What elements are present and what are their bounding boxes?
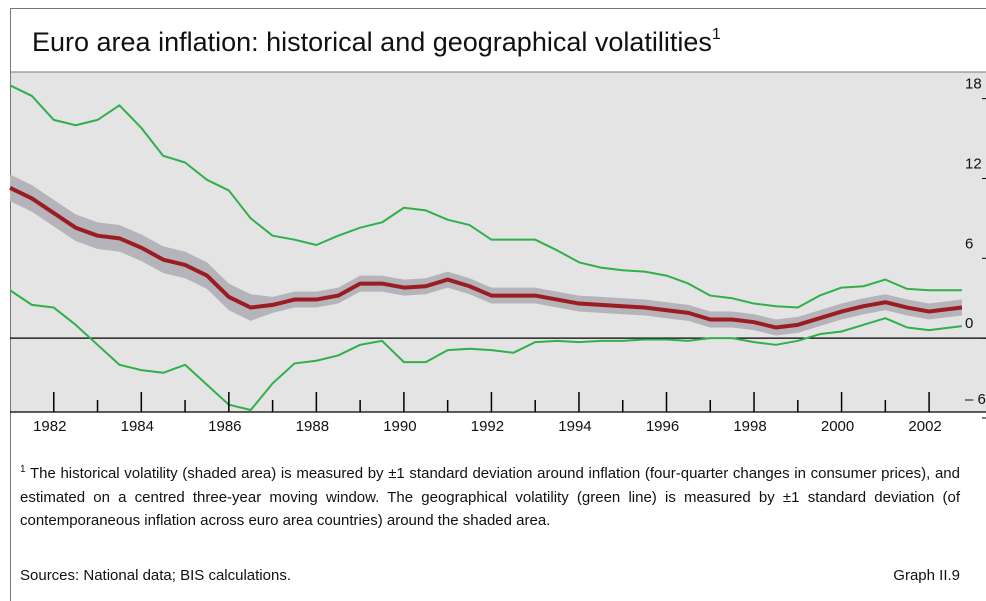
x-tick-label: 1994 xyxy=(558,418,591,435)
x-tick-label: 1984 xyxy=(121,418,154,435)
y-tick-label: 18 xyxy=(965,76,982,93)
y-tick-label: – 6 xyxy=(965,391,986,408)
series-line xyxy=(9,185,963,330)
x-tick-label: 1998 xyxy=(733,418,766,435)
volatility-band xyxy=(10,174,962,336)
x-tick-label: 1986 xyxy=(208,418,241,435)
y-tick-label: 6 xyxy=(965,235,973,252)
x-axis-band xyxy=(11,412,986,442)
x-tick-label: 1982 xyxy=(33,418,66,435)
footnote-marker: 1 xyxy=(20,464,26,475)
y-tick-label: 0 xyxy=(965,315,973,332)
footnote-text: The historical volatility (shaded area) … xyxy=(20,465,960,529)
series-line xyxy=(9,84,962,309)
sources: Sources: National data; BIS calculations… xyxy=(20,567,291,584)
title-text: Euro area inflation: historical and geog… xyxy=(32,27,712,57)
graph-id: Graph II.9 xyxy=(893,567,960,584)
plot: 1982 1984 1986 1988 1990 1992 1994 1996 1998 2000… xyxy=(9,76,986,442)
x-tick-label: 2000 xyxy=(821,418,854,435)
x-tick-label: 1990 xyxy=(383,418,416,435)
title-note: 1 xyxy=(712,26,721,43)
sources-row: Sources: National data; BIS calculations… xyxy=(20,564,960,588)
series-line xyxy=(9,289,963,412)
plot-area xyxy=(11,72,986,412)
y-tick-label: 12 xyxy=(965,155,982,172)
x-tick-label: 1992 xyxy=(471,418,504,435)
x-tick-label: 2002 xyxy=(908,418,941,435)
x-tick-label: 1988 xyxy=(296,418,329,435)
chart-title: Euro area inflation: historical and geog… xyxy=(32,26,721,57)
footnote: 1 The historical volatility (shaded area… xyxy=(20,458,960,533)
x-tick-label: 1996 xyxy=(646,418,679,435)
